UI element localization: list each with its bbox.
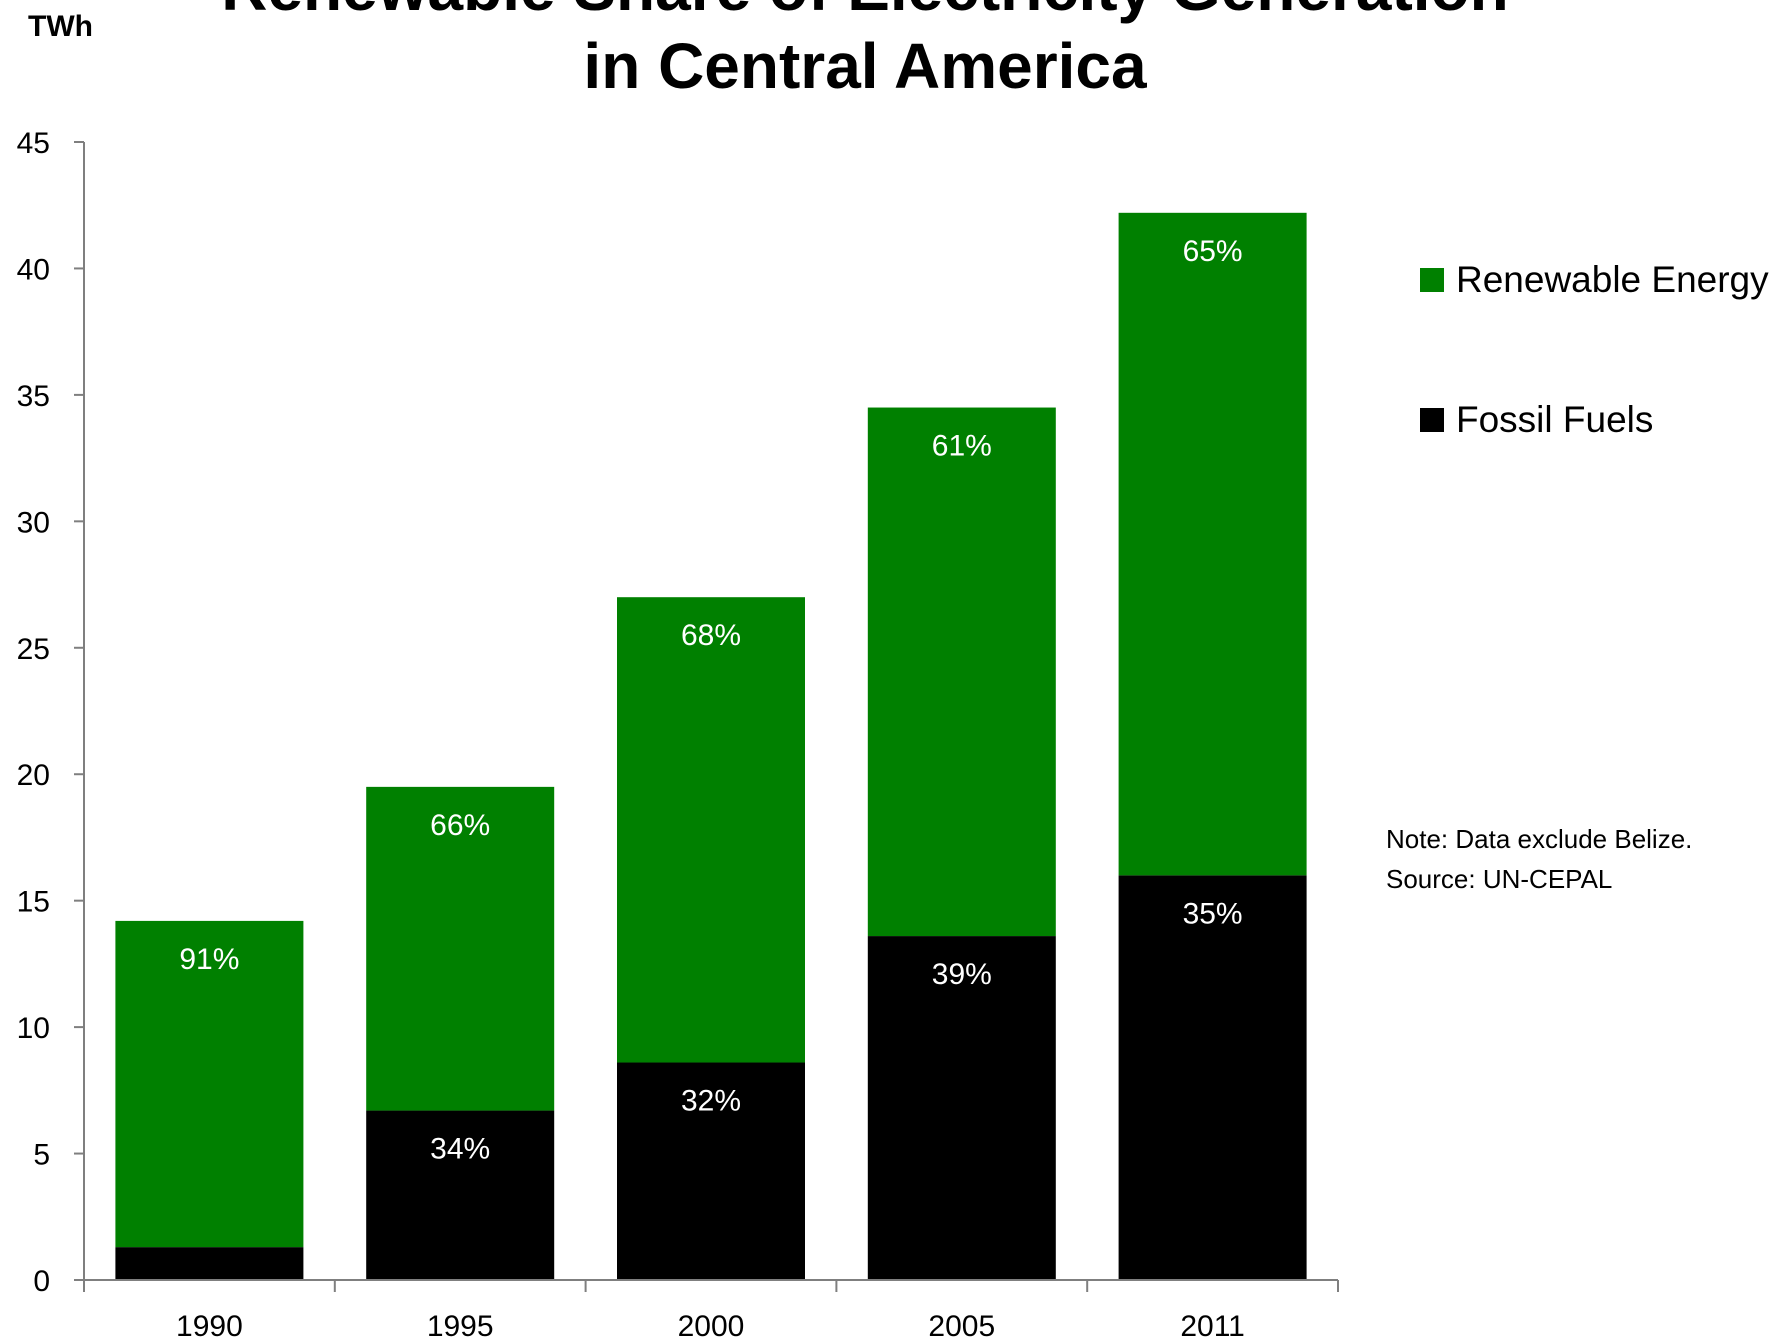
bar-fossil-fuels-2011 (1118, 875, 1307, 1280)
data-label-fossil-fuels-2011: 35% (1183, 897, 1243, 930)
legend: Renewable Energy Fossil Fuels (1420, 259, 1769, 440)
data-label-renewable-energy-1995: 66% (430, 809, 490, 842)
x-tick-label-2011: 2011 (1180, 1310, 1245, 1341)
y-tick-label-25: 25 (17, 633, 50, 666)
y-tick-label-15: 15 (17, 886, 50, 919)
chart-title-line-1: Renewable Share of Electricity Generatio… (221, 0, 1509, 24)
note-line-1: Note: Data exclude Belize. (1386, 824, 1692, 854)
plot-area: 9%91%199034%66%199532%68%200039%61%20053… (17, 127, 1339, 1341)
x-tick-label-2000: 2000 (678, 1310, 745, 1341)
legend-label-fossil-fuels: Fossil Fuels (1456, 399, 1653, 440)
bar-renewable-energy-2011 (1118, 212, 1307, 876)
bar-fossil-fuels-1995 (366, 1110, 555, 1280)
data-label-renewable-energy-2011: 65% (1183, 235, 1243, 268)
data-label-renewable-energy-2005: 61% (932, 430, 992, 463)
x-tick-label-1995: 1995 (427, 1310, 494, 1341)
data-label-fossil-fuels-1995: 34% (430, 1133, 490, 1166)
bar-fossil-fuels-2005 (867, 936, 1056, 1280)
bar-renewable-energy-2005 (867, 407, 1056, 937)
note-line-2: Source: UN-CEPAL (1386, 864, 1612, 894)
bar-renewable-energy-2000 (617, 597, 805, 1063)
y-tick-label-35: 35 (17, 380, 50, 413)
x-tick-label-1990: 1990 (176, 1310, 243, 1341)
x-tick-label-2005: 2005 (928, 1310, 995, 1341)
data-label-fossil-fuels-2005: 39% (932, 958, 992, 991)
bar-fossil-fuels-1990 (115, 1247, 304, 1280)
chart-title-line-2: in Central America (583, 30, 1147, 102)
y-tick-label-5: 5 (33, 1139, 50, 1172)
legend-swatch-fossil-fuels (1420, 408, 1444, 432)
legend-label-renewable-energy: Renewable Energy (1456, 259, 1769, 300)
y-tick-label-45: 45 (17, 127, 50, 160)
bar-renewable-energy-1995 (366, 786, 555, 1111)
legend-swatch-renewable-energy (1420, 268, 1444, 292)
y-tick-label-20: 20 (17, 759, 50, 792)
data-label-fossil-fuels-2000: 32% (681, 1085, 741, 1118)
data-label-renewable-energy-2000: 68% (681, 619, 741, 652)
source-note: Note: Data exclude Belize. Source: UN-CEP… (1386, 824, 1692, 894)
bar-renewable-energy-1990 (115, 920, 304, 1248)
y-tick-label-40: 40 (17, 253, 50, 286)
data-label-renewable-energy-1990: 91% (179, 943, 239, 976)
y-tick-label-0: 0 (33, 1265, 50, 1298)
y-axis-unit-label: TWh (28, 10, 93, 43)
y-tick-label-10: 10 (17, 1012, 50, 1045)
bar-fossil-fuels-2000 (617, 1062, 805, 1280)
y-tick-label-30: 30 (17, 506, 50, 539)
